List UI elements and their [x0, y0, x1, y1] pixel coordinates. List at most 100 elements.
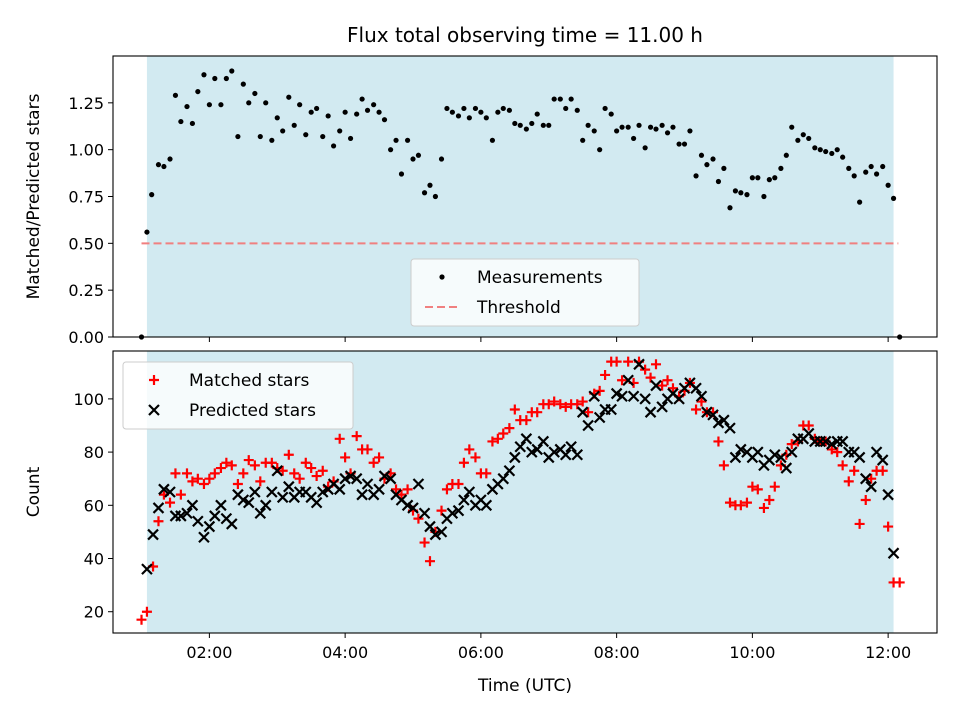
data-point: [735, 443, 747, 456]
data-point: [172, 92, 179, 98]
data-point: [857, 199, 863, 205]
data-point: [853, 451, 866, 464]
data-point: [582, 419, 594, 432]
data-point: [509, 404, 520, 415]
data-point: [317, 465, 328, 476]
data-point: [427, 182, 433, 188]
data-point: [221, 457, 232, 468]
data-point: [534, 111, 540, 117]
data-point: [769, 448, 781, 461]
y-tick-label: 40: [84, 550, 104, 569]
data-point: [320, 133, 326, 140]
data-point: [642, 145, 648, 151]
data-point: [755, 175, 761, 181]
data-point: [198, 531, 210, 544]
legend-label: Matched stars: [189, 371, 309, 391]
data-point: [141, 606, 152, 617]
data-point: [690, 382, 702, 395]
data-point: [865, 480, 877, 493]
data-point: [710, 156, 716, 162]
data-point: [563, 105, 569, 112]
data-point: [497, 472, 510, 485]
data-point: [523, 126, 529, 132]
data-point: [764, 494, 775, 505]
legend-label: Predicted stars: [189, 401, 316, 421]
data-point: [289, 468, 300, 479]
data-point: [388, 147, 394, 153]
data-point: [223, 75, 229, 82]
data-point: [870, 446, 883, 458]
data-point: [619, 124, 625, 130]
data-point: [424, 556, 435, 567]
data-point: [175, 489, 186, 500]
series-measurements: [138, 68, 903, 340]
data-point: [246, 100, 252, 106]
data-point: [676, 141, 682, 147]
y-tick-label: 0.25: [68, 281, 104, 300]
y-tick-label: 100: [73, 390, 104, 409]
data-point: [701, 406, 713, 418]
data-point: [203, 520, 216, 533]
data-point: [257, 133, 263, 140]
y-axis-label: Matched/Predicted stars: [24, 93, 44, 299]
data-point: [415, 152, 422, 158]
data-point: [800, 132, 806, 138]
data-point: [398, 171, 405, 177]
data-point: [350, 472, 363, 485]
data-point: [478, 109, 484, 115]
data-point: [294, 473, 305, 484]
data-point: [136, 614, 147, 625]
data-point: [890, 195, 897, 201]
data-point: [780, 462, 793, 474]
data-point: [727, 205, 733, 211]
data-point: [614, 128, 620, 134]
data-point: [407, 502, 419, 514]
data-point: [337, 128, 343, 134]
data-point: [184, 103, 190, 110]
data-point: [738, 190, 744, 196]
data-point: [843, 476, 854, 487]
data-point: [529, 120, 535, 127]
x-tick-label: 08:00: [594, 643, 640, 662]
data-point: [306, 463, 317, 474]
data-point: [266, 457, 277, 468]
data-point: [463, 486, 476, 498]
data-point: [600, 369, 611, 380]
data-point: [204, 473, 215, 484]
data-point: [438, 156, 445, 162]
data-point: [269, 137, 275, 143]
data-point: [752, 484, 763, 495]
legend-marker: [439, 274, 445, 280]
data-point: [752, 446, 764, 458]
data-point: [653, 126, 659, 132]
data-point: [152, 502, 165, 514]
series-predicted-stars: [141, 358, 900, 575]
data-point: [617, 375, 628, 386]
y-tick-label: 0.00: [68, 328, 104, 347]
data-point: [741, 497, 752, 508]
data-point: [259, 499, 272, 512]
data-point: [192, 473, 203, 484]
data-point: [446, 507, 459, 520]
data-point: [693, 173, 699, 179]
data-point: [483, 115, 489, 121]
data-point: [789, 124, 795, 130]
count-panel: 02:00 04:00 06:00 08:00 10:00 12:00 20 40 60 80 10…: [24, 350, 938, 662]
data-point: [657, 380, 668, 391]
data-point: [464, 444, 475, 455]
data-point: [766, 177, 772, 183]
data-point: [559, 448, 572, 461]
data-point: [354, 111, 360, 117]
x-tick-label: 04:00: [322, 643, 368, 662]
data-point: [240, 81, 246, 87]
data-point: [691, 404, 702, 415]
ratio-panel: 0.00 0.25 0.50 0.75 1.00 1.25 Matched/Predicte…: [24, 55, 938, 347]
data-point: [393, 137, 399, 143]
data-point: [704, 162, 710, 168]
data-point: [532, 407, 543, 418]
data-point: [758, 502, 769, 513]
data-point: [449, 109, 455, 115]
data-point: [616, 390, 628, 403]
data-point: [551, 96, 557, 102]
y-tick-label: 1.00: [68, 141, 104, 160]
